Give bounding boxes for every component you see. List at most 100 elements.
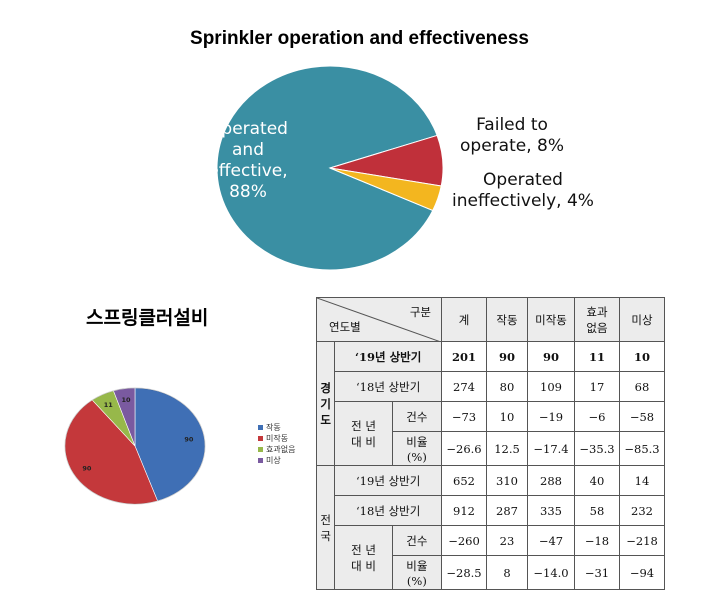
small-pie-slice-0 <box>134 387 206 502</box>
year-label: ‘19년 상반기 <box>334 465 442 496</box>
data-cell: −58 <box>619 401 665 432</box>
data-cell: 8 <box>486 555 528 590</box>
year-label: ‘19년 상반기 <box>334 341 442 372</box>
legend-label: 작동 <box>266 423 281 432</box>
legend-label: 미작동 <box>266 434 289 443</box>
data-cell: −31 <box>574 555 620 590</box>
corner-header-bottom: 연도별 <box>329 320 361 334</box>
legend-swatch <box>258 425 263 430</box>
data-cell: −28.5 <box>441 555 487 590</box>
data-cell: −47 <box>527 525 575 556</box>
top-pie-label-line: Operated <box>208 119 288 139</box>
data-cell: 335 <box>527 495 575 526</box>
data-cell: 17 <box>574 371 620 402</box>
data-cell: 68 <box>619 371 665 402</box>
year-label: ‘18년 상반기 <box>334 371 442 402</box>
data-cell: 232 <box>619 495 665 526</box>
table-row: ‘18년 상반기 274 80 109 17 68 <box>317 371 665 402</box>
top-pie-label-line: ineffectively, 4% <box>452 191 594 211</box>
table-row: ‘18년 상반기 912 287 335 58 232 <box>317 495 665 526</box>
data-cell: −17.4 <box>527 431 575 466</box>
data-cell: 274 <box>441 371 487 402</box>
column-header: 작동 <box>486 297 528 342</box>
legend-item: 작동 <box>258 422 295 433</box>
data-cell: 310 <box>486 465 528 496</box>
table-row: 비율 (%) −28.5 8 −14.0 −31 −94 <box>317 555 665 590</box>
legend-label: 효과없음 <box>266 445 296 454</box>
small-pie-data-label-1: 90 <box>82 464 92 472</box>
top-pie-slice-label-2: Operated ineffectively, 4% <box>452 170 594 211</box>
data-cell: −218 <box>619 525 665 556</box>
data-cell: 288 <box>527 465 575 496</box>
top-pie-slice-label-0: Operated and effective, 88% <box>208 119 288 202</box>
data-cell: 58 <box>574 495 620 526</box>
top-pie-label-line: Failed to <box>476 115 548 135</box>
top-chart-title: Sprinkler operation and effectiveness <box>190 28 529 49</box>
data-cell: 10 <box>486 401 528 432</box>
data-cell: 652 <box>441 465 487 496</box>
column-header: 미상 <box>619 297 665 342</box>
top-pie-label-line: and <box>232 140 264 160</box>
data-cell: 14 <box>619 465 665 496</box>
data-cell: −35.3 <box>574 431 620 466</box>
data-cell: −260 <box>441 525 487 556</box>
data-cell: −26.6 <box>441 431 487 466</box>
metric-label: 비율 (%) <box>391 431 443 466</box>
legend-swatch <box>258 458 263 463</box>
top-pie-label-line: 88% <box>229 182 267 202</box>
small-pie-chart: 90 90 11 10 <box>64 387 206 505</box>
top-pie-chart: Operated and effective, 88% Failed to operate… <box>208 65 594 271</box>
data-cell: 11 <box>574 341 620 372</box>
top-pie-slice-2 <box>329 167 442 212</box>
table-header-row: 구분 연도별 계 작동 미작동 효과 없음 미상 <box>316 297 665 342</box>
data-cell: −14.0 <box>527 555 575 590</box>
table-row: 전 국 ‘19년 상반기 652 310 288 40 14 <box>315 465 665 590</box>
column-header: 미작동 <box>527 297 575 342</box>
legend-swatch <box>258 436 263 441</box>
legend-item: 미상 <box>258 455 295 466</box>
legend-item: 효과없음 <box>258 444 295 455</box>
year-label: ‘18년 상반기 <box>334 495 442 526</box>
top-pie-slice-0 <box>216 65 438 271</box>
data-cell: 10 <box>619 341 665 372</box>
small-pie-data-label-0: 90 <box>184 436 194 444</box>
data-cell: −73 <box>441 401 487 432</box>
bottom-chart-title: 스프링클러설비 <box>86 307 209 329</box>
table-row: 경 기 도 ‘19년 상반기 201 90 90 11 10 <box>315 341 665 466</box>
data-cell: 201 <box>441 341 487 372</box>
data-cell: 80 <box>486 371 528 402</box>
legend-label: 미상 <box>266 456 281 465</box>
data-cell: −6 <box>574 401 620 432</box>
statistics-table-wrap: 구분 연도별 계 작동 미작동 효과 없음 미상 경 기 도 ‘19년 상반기 201 90 90 11 10 ‘… <box>315 297 665 590</box>
legend-item: 미작동 <box>258 433 295 444</box>
data-cell: −19 <box>527 401 575 432</box>
data-cell: 90 <box>486 341 528 372</box>
top-pie-slice-label-1: Failed to operate, 8% <box>460 115 564 156</box>
data-cell: −85.3 <box>619 431 665 466</box>
statistics-table: 구분 연도별 계 작동 미작동 효과 없음 미상 경 기 도 ‘19년 상반기 201 90 90 11 10 ‘… <box>315 297 665 590</box>
data-cell: −94 <box>619 555 665 590</box>
corner-header-top: 구분 <box>409 305 431 319</box>
data-cell: 40 <box>574 465 620 496</box>
metric-label: 건수 <box>391 525 443 556</box>
data-cell: 90 <box>527 341 575 372</box>
data-cell: 23 <box>486 525 528 556</box>
data-cell: 12.5 <box>486 431 528 466</box>
small-pie-edge <box>64 387 206 505</box>
top-pie-label-line: operate, 8% <box>460 136 564 156</box>
small-pie-slice-1 <box>64 399 158 505</box>
data-cell: 287 <box>486 495 528 526</box>
data-cell: 912 <box>441 495 487 526</box>
small-pie-slice-3 <box>113 387 136 447</box>
table-row: 비율 (%) −26.6 12.5 −17.4 −35.3 −85.3 <box>317 431 665 466</box>
small-pie-data-label-2: 11 <box>104 401 114 409</box>
data-cell: −18 <box>574 525 620 556</box>
